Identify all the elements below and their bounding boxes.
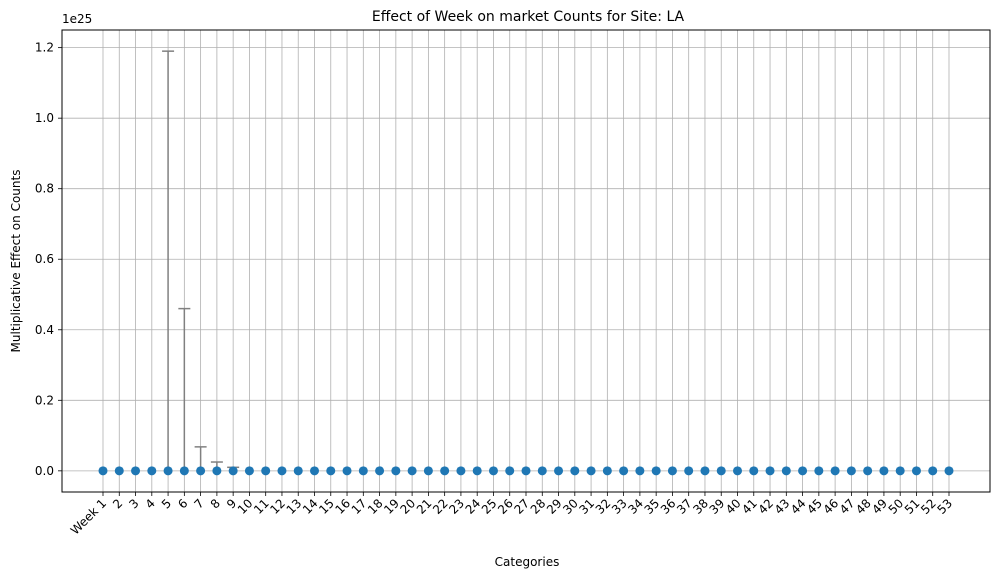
data-point [651, 466, 661, 476]
data-point [326, 466, 336, 476]
data-point [407, 466, 417, 476]
data-point [131, 466, 141, 476]
y-tick-label: 0.4 [35, 323, 54, 337]
data-point [716, 466, 726, 476]
x-tick-label: 2 [110, 496, 125, 511]
data-points [98, 466, 954, 476]
x-tick-label: 5 [159, 496, 174, 511]
data-point [895, 466, 905, 476]
x-tick-label: 6 [175, 496, 190, 511]
data-point [554, 466, 564, 476]
data-point [700, 466, 710, 476]
data-point [488, 466, 498, 476]
x-tick-label: 4 [143, 496, 158, 511]
data-point [765, 466, 775, 476]
data-point [391, 466, 401, 476]
x-tick-label: 7 [191, 496, 206, 511]
data-point [358, 466, 368, 476]
data-point [863, 466, 873, 476]
data-point [228, 466, 238, 476]
x-tick-label: 53 [934, 496, 955, 517]
data-point [928, 466, 938, 476]
data-point [879, 466, 889, 476]
data-point [261, 466, 271, 476]
y-tick-label: 0.6 [35, 252, 54, 266]
data-point [423, 466, 433, 476]
y-offset-label: 1e25 [62, 12, 92, 26]
data-point [570, 466, 580, 476]
data-point [846, 466, 856, 476]
data-point [602, 466, 612, 476]
data-point [244, 466, 254, 476]
data-point [781, 466, 791, 476]
y-tick-label: 1.2 [35, 41, 54, 55]
y-ticks: 0.0 0.2 0.4 0.6 0.8 1.0 1.2 [35, 41, 62, 478]
y-tick-label: 0.8 [35, 182, 54, 196]
data-point [196, 466, 206, 476]
data-point [684, 466, 694, 476]
data-point [212, 466, 222, 476]
data-point [619, 466, 629, 476]
data-point [163, 466, 173, 476]
data-point [733, 466, 742, 476]
data-point [667, 466, 677, 476]
data-point [342, 466, 352, 476]
x-tick-label: 3 [126, 496, 141, 511]
y-tick-label: 1.0 [35, 111, 54, 125]
data-point [147, 466, 157, 476]
data-point [814, 466, 824, 476]
data-point [830, 466, 840, 476]
data-point [635, 466, 645, 476]
data-point [98, 466, 108, 476]
data-point [440, 466, 450, 476]
y-axis-label: Multiplicative Effect on Counts [9, 170, 23, 353]
data-point [310, 466, 319, 476]
data-point [798, 466, 808, 476]
data-point [537, 466, 547, 476]
x-tick-label: Week 1 [68, 496, 109, 537]
data-point [749, 466, 759, 476]
data-point [277, 466, 287, 476]
data-point [521, 466, 531, 476]
data-point [586, 466, 596, 476]
data-point [114, 466, 124, 476]
data-point [505, 466, 515, 476]
data-point [293, 466, 303, 476]
x-axis-label: Categories [495, 555, 560, 569]
x-tick-label: 8 [208, 496, 223, 511]
y-tick-label: 0.0 [35, 464, 54, 478]
data-point [179, 466, 189, 476]
data-point [456, 466, 466, 476]
chart-title: Effect of Week on market Counts for Site… [372, 9, 685, 25]
x-ticks: Week 1 2 3 4 5 6 7 8 910111213141516171819202122… [68, 492, 955, 537]
data-point [375, 466, 385, 476]
data-point [911, 466, 921, 476]
grid-lines [62, 30, 990, 492]
data-point [472, 466, 482, 476]
data-point [944, 466, 954, 476]
y-tick-label: 0.2 [35, 393, 54, 407]
